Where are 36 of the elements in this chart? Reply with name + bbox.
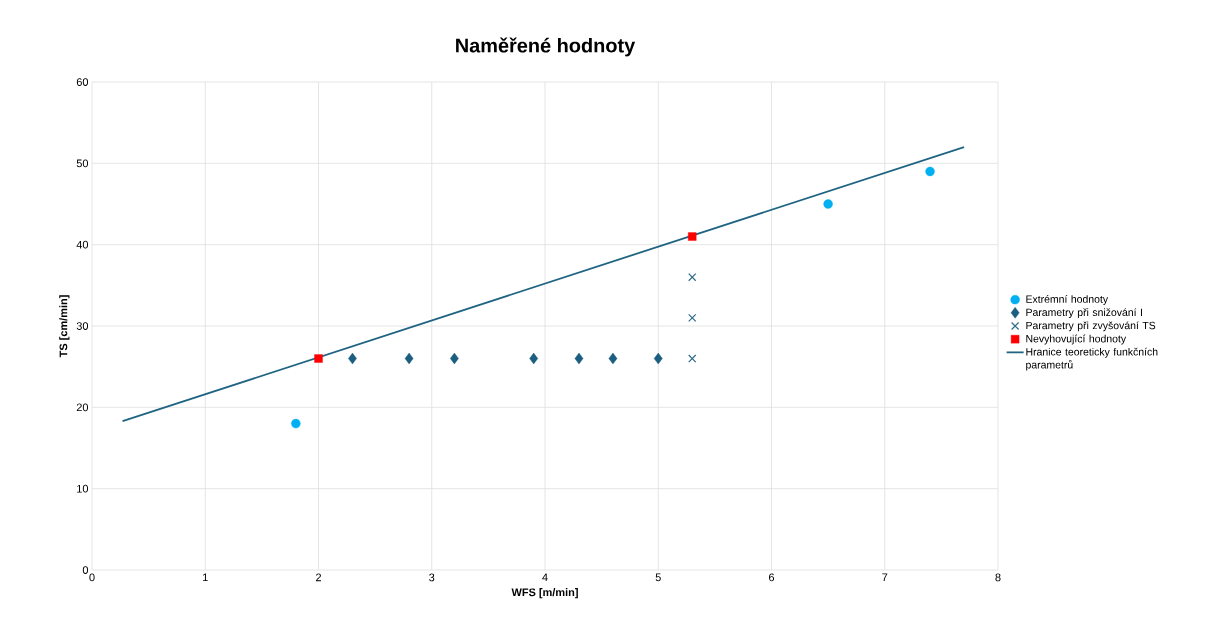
- x-tick-label: 5: [655, 573, 661, 582]
- point: [291, 418, 301, 429]
- point: [823, 199, 833, 209]
- y-tick-label: 20: [76, 403, 89, 412]
- x-tick-label: 2: [316, 573, 321, 582]
- y-tick-label: 30: [76, 322, 89, 330]
- x-tick-label: 7: [882, 573, 888, 582]
- point: [574, 352, 584, 365]
- point: [688, 232, 697, 241]
- point: [314, 354, 323, 363]
- legend-label: Nevyhovující hodnoty: [1026, 334, 1127, 345]
- x-tick-label: 3: [429, 573, 435, 582]
- point: [688, 273, 697, 282]
- x-tick-label: 1: [203, 573, 208, 582]
- legend-label: Hranice teoreticky funkčních parametrů: [1026, 347, 1158, 371]
- x-tick-label: 6: [769, 573, 775, 582]
- y-tick-label: 60: [76, 78, 89, 86]
- y-tick-label: 0: [82, 566, 89, 574]
- x-tick-label: 0: [89, 573, 95, 582]
- chart-title: Naměřené hodnoty: [456, 37, 636, 57]
- point: [404, 352, 414, 365]
- x-axis-title: WFS [m/min]: [511, 588, 578, 599]
- point: [653, 352, 663, 365]
- point: [608, 352, 618, 365]
- point: [925, 166, 935, 177]
- legend-label: Parametry při zvyšování TS: [1026, 321, 1156, 332]
- point: [688, 354, 697, 363]
- x-tick-label: 8: [995, 573, 1001, 582]
- legend-label: Parametry při snižování I: [1026, 308, 1142, 319]
- y-tick-label: 10: [77, 484, 89, 493]
- x-tick-label: 4: [542, 573, 548, 582]
- legend-label: Extrémní hodnoty: [1026, 295, 1109, 305]
- y-tick-label: 40: [76, 240, 89, 249]
- y-tick-label: 50: [76, 159, 89, 168]
- point: [688, 313, 697, 322]
- y-axis-title: TS [cm/min]: [59, 295, 70, 358]
